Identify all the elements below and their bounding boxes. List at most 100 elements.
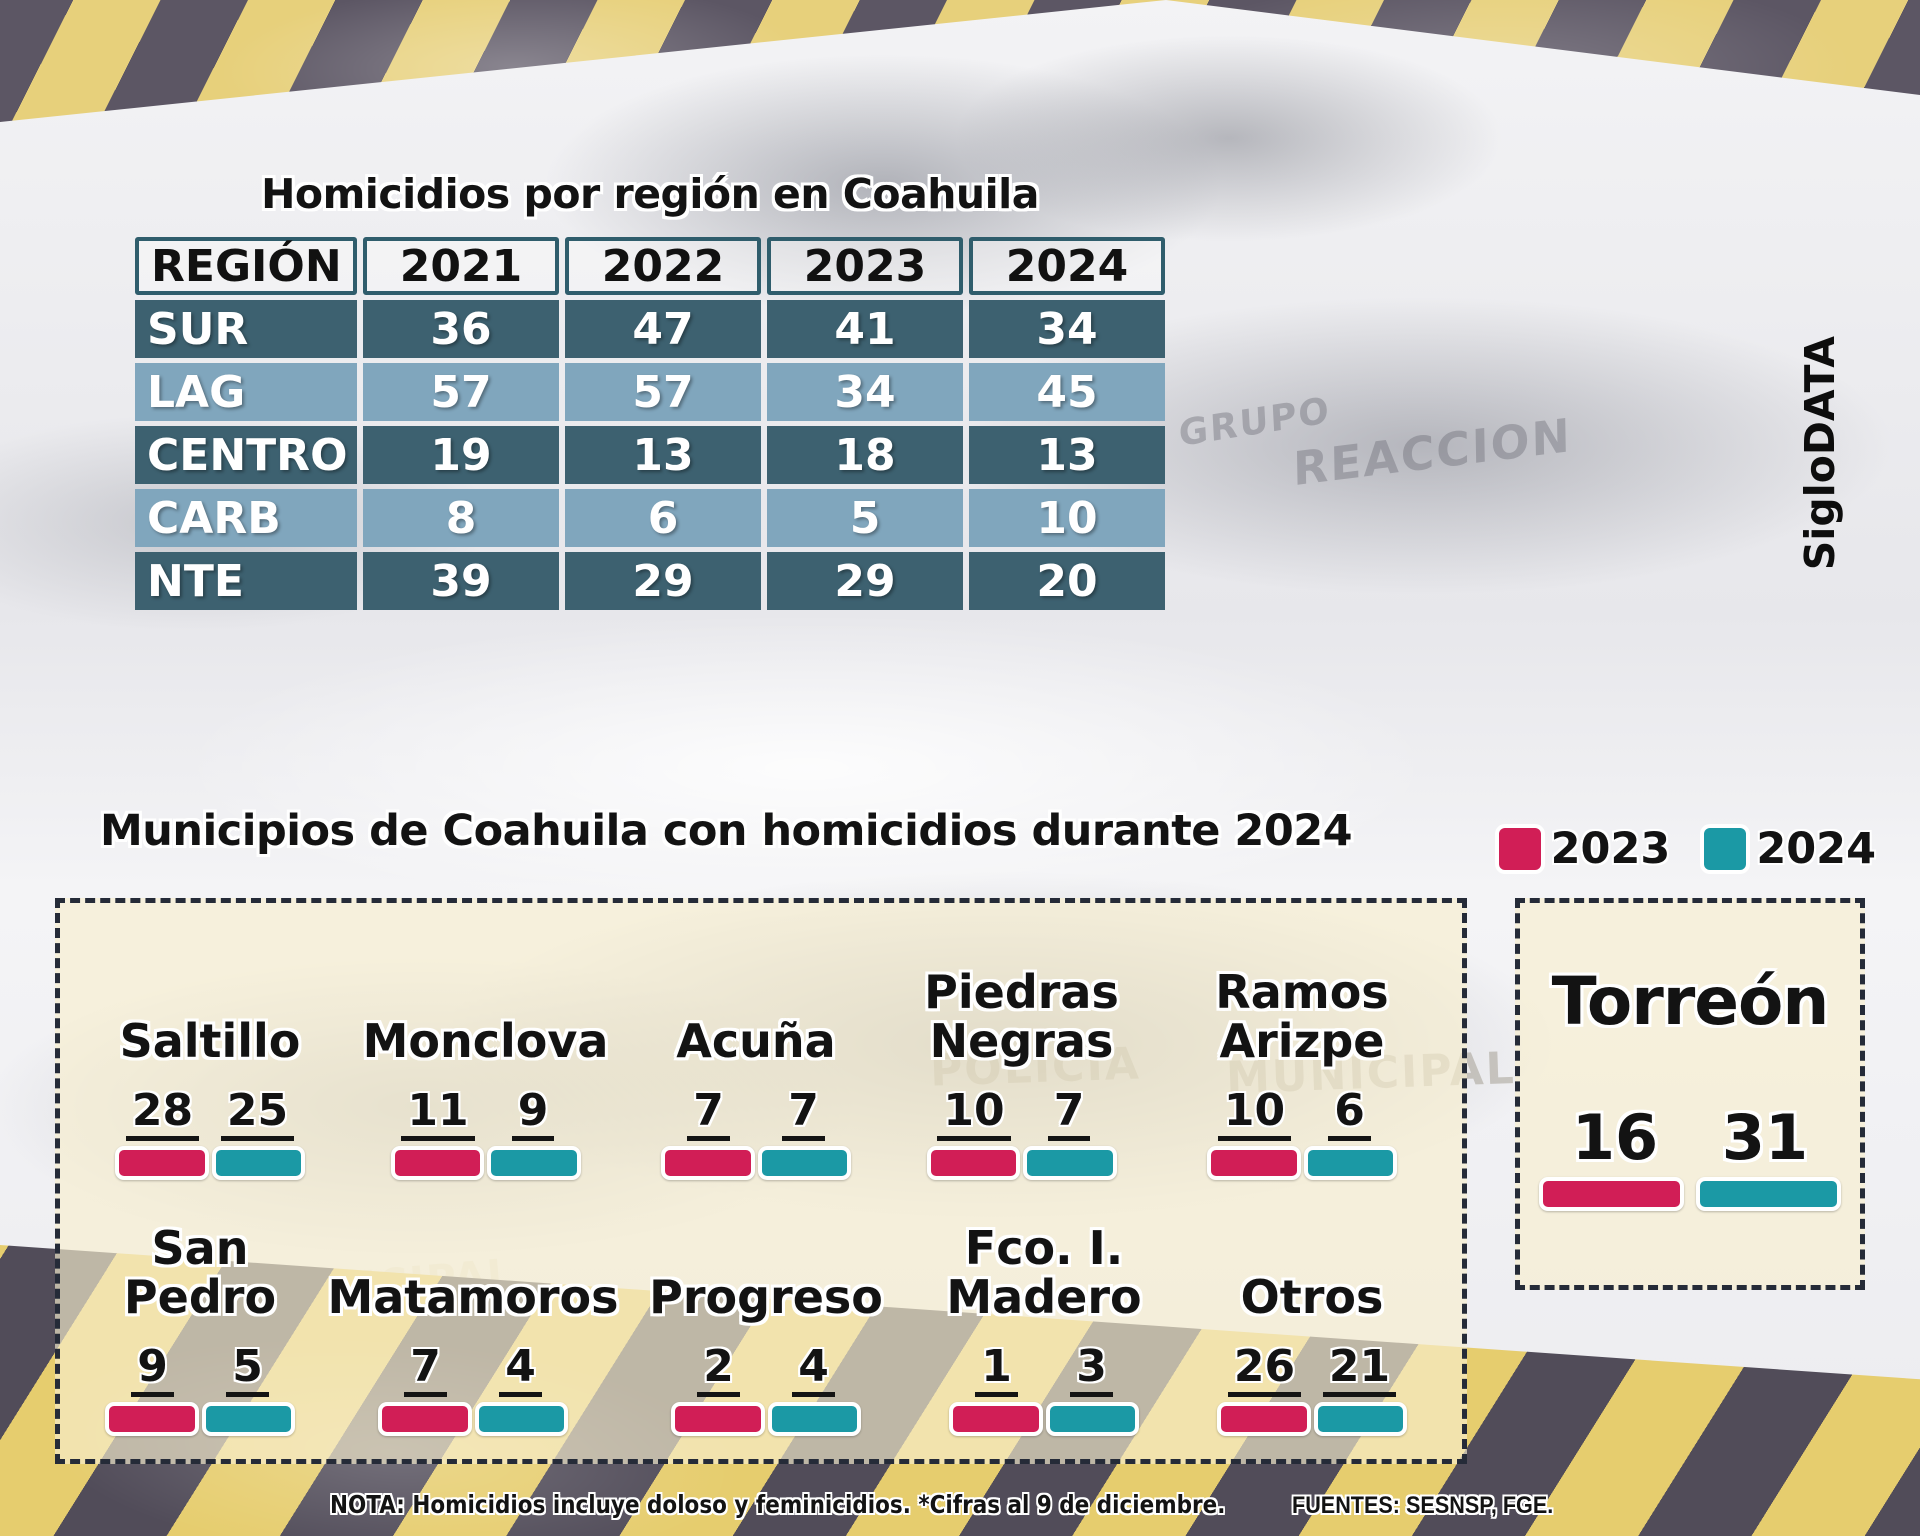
table-row: CENTRO 19 13 18 13 [135, 426, 1165, 484]
value-cell: 57 [363, 363, 559, 421]
bar-2023 [661, 1146, 755, 1181]
value-2023: 1 [949, 1342, 1044, 1398]
value-cell: 13 [565, 426, 761, 484]
value-2024-text: 3 [1070, 1342, 1113, 1398]
table-row: CARB 8 6 5 10 [135, 489, 1165, 547]
legend-2024-swatch [1704, 828, 1747, 870]
municipios-panel: Saltillo 28 25 Monclova 11 9 Acuña 7 7 Piedras Ne… [55, 898, 1467, 1464]
bar-2023 [1207, 1146, 1301, 1181]
municipio-name: Piedras Negras [924, 964, 1119, 1069]
municipio-bars [115, 1146, 305, 1181]
municipio-block: Matamoros 7 4 [327, 1205, 619, 1437]
value-2024-text: 21 [1322, 1342, 1397, 1398]
region-cell: LAG [135, 363, 357, 421]
value-2023: 10 [927, 1086, 1022, 1142]
region-table-header: REGIÓN 2021 2022 2023 2024 [135, 237, 1165, 295]
bar-2023 [671, 1402, 765, 1437]
value-2024-text: 6 [1328, 1086, 1371, 1142]
legend-2023-swatch [1498, 828, 1541, 870]
municipio-values: 11 9 [391, 1086, 581, 1142]
bar-2024 [1303, 1146, 1397, 1181]
value-cell: 45 [969, 363, 1165, 421]
municipio-name: Acuña [676, 1014, 836, 1069]
bar-2024 [1023, 1146, 1117, 1181]
municipio-name: San Pedro [123, 1220, 277, 1325]
value-cell: 19 [363, 426, 559, 484]
legend-2024-label: 2024 [1756, 824, 1876, 874]
municipio-bars [949, 1402, 1139, 1437]
municipio-name: Ramos Arizpe [1215, 964, 1389, 1069]
column-header: REGIÓN [135, 237, 357, 295]
value-cell: 41 [767, 300, 963, 358]
torreon-bars [1539, 1177, 1841, 1211]
municipio-block: Fco. I. Madero 1 3 [919, 1205, 1169, 1437]
bar-2023 [949, 1402, 1043, 1437]
municipio-name: Matamoros [327, 1270, 619, 1325]
value-2023-text: 28 [125, 1086, 200, 1142]
municipio-block: San Pedro 9 5 [105, 1205, 295, 1437]
municipio-bars [378, 1402, 568, 1437]
value-2023-text: 2 [697, 1342, 740, 1398]
value-2024: 25 [210, 1086, 305, 1142]
value-2024: 4 [766, 1342, 861, 1398]
legend-2023-label: 2023 [1550, 824, 1671, 874]
bar-2023 [378, 1402, 472, 1437]
value-2023-text: 7 [404, 1342, 447, 1398]
torreon-bar-2023 [1539, 1177, 1684, 1211]
bar-2024 [211, 1146, 305, 1181]
value-2023-text: 10 [937, 1086, 1011, 1142]
value-2024-text: 5 [226, 1342, 269, 1398]
table-row: LAG 57 57 34 45 [135, 363, 1165, 421]
bar-2023 [1217, 1402, 1311, 1437]
torreon-values: 16 31 [1540, 1107, 1840, 1169]
municipios-row-2: San Pedro 9 5 Matamoros 7 4 Progreso 2 4 Fco. I. … [105, 1205, 1417, 1437]
value-2023: 7 [661, 1086, 756, 1142]
value-2024: 6 [1302, 1086, 1397, 1142]
value-cell: 18 [767, 426, 963, 484]
value-cell: 6 [565, 489, 761, 547]
value-2024: 7 [1022, 1086, 1117, 1142]
torreon-value-2024: 31 [1721, 1101, 1809, 1174]
bar-2024 [1313, 1402, 1407, 1437]
bar-2024 [757, 1146, 851, 1181]
value-cell: 29 [767, 552, 963, 610]
municipio-block: Acuña 7 7 [656, 949, 856, 1181]
municipio-bars [105, 1402, 295, 1437]
value-2023-text: 26 [1227, 1342, 1302, 1398]
value-2024-text: 9 [511, 1086, 555, 1142]
municipio-name: Otros [1240, 1270, 1384, 1325]
column-header: 2024 [969, 237, 1165, 295]
bar-2023 [105, 1402, 199, 1437]
bar-2023 [390, 1146, 484, 1181]
table-row: NTE 39 29 29 20 [135, 552, 1165, 610]
value-2023-text: 1 [975, 1342, 1018, 1398]
value-2023: 7 [378, 1342, 473, 1398]
region-table: REGIÓN 2021 2022 2023 2024 SUR 36 47 41 34 LAG 57 5… [135, 237, 1165, 610]
municipio-block: Progreso 2 4 [649, 1205, 883, 1437]
value-cell: 47 [565, 300, 761, 358]
municipio-bars [1207, 1146, 1397, 1181]
value-cell: 36 [363, 300, 559, 358]
torreon-bar-2024 [1696, 1177, 1841, 1211]
footer-note: NOTA: Homicidios incluye doloso y femini… [330, 1490, 1226, 1519]
municipio-values: 10 6 [1207, 1086, 1397, 1142]
value-2023: 9 [105, 1342, 200, 1398]
torreon-name: Torreón [1551, 963, 1830, 1040]
municipio-name: Monclova [362, 1014, 609, 1069]
value-2024: 21 [1312, 1342, 1407, 1398]
value-cell: 8 [363, 489, 559, 547]
column-header: 2023 [767, 237, 963, 295]
value-2023: 11 [391, 1086, 486, 1142]
column-header: 2022 [565, 237, 761, 295]
municipio-name: Progreso [649, 1270, 883, 1325]
bar-2023 [115, 1146, 209, 1181]
municipio-block: Piedras Negras 10 7 [907, 949, 1137, 1181]
municipio-block: Otros 26 21 [1207, 1205, 1417, 1437]
municipio-bars [926, 1146, 1117, 1181]
